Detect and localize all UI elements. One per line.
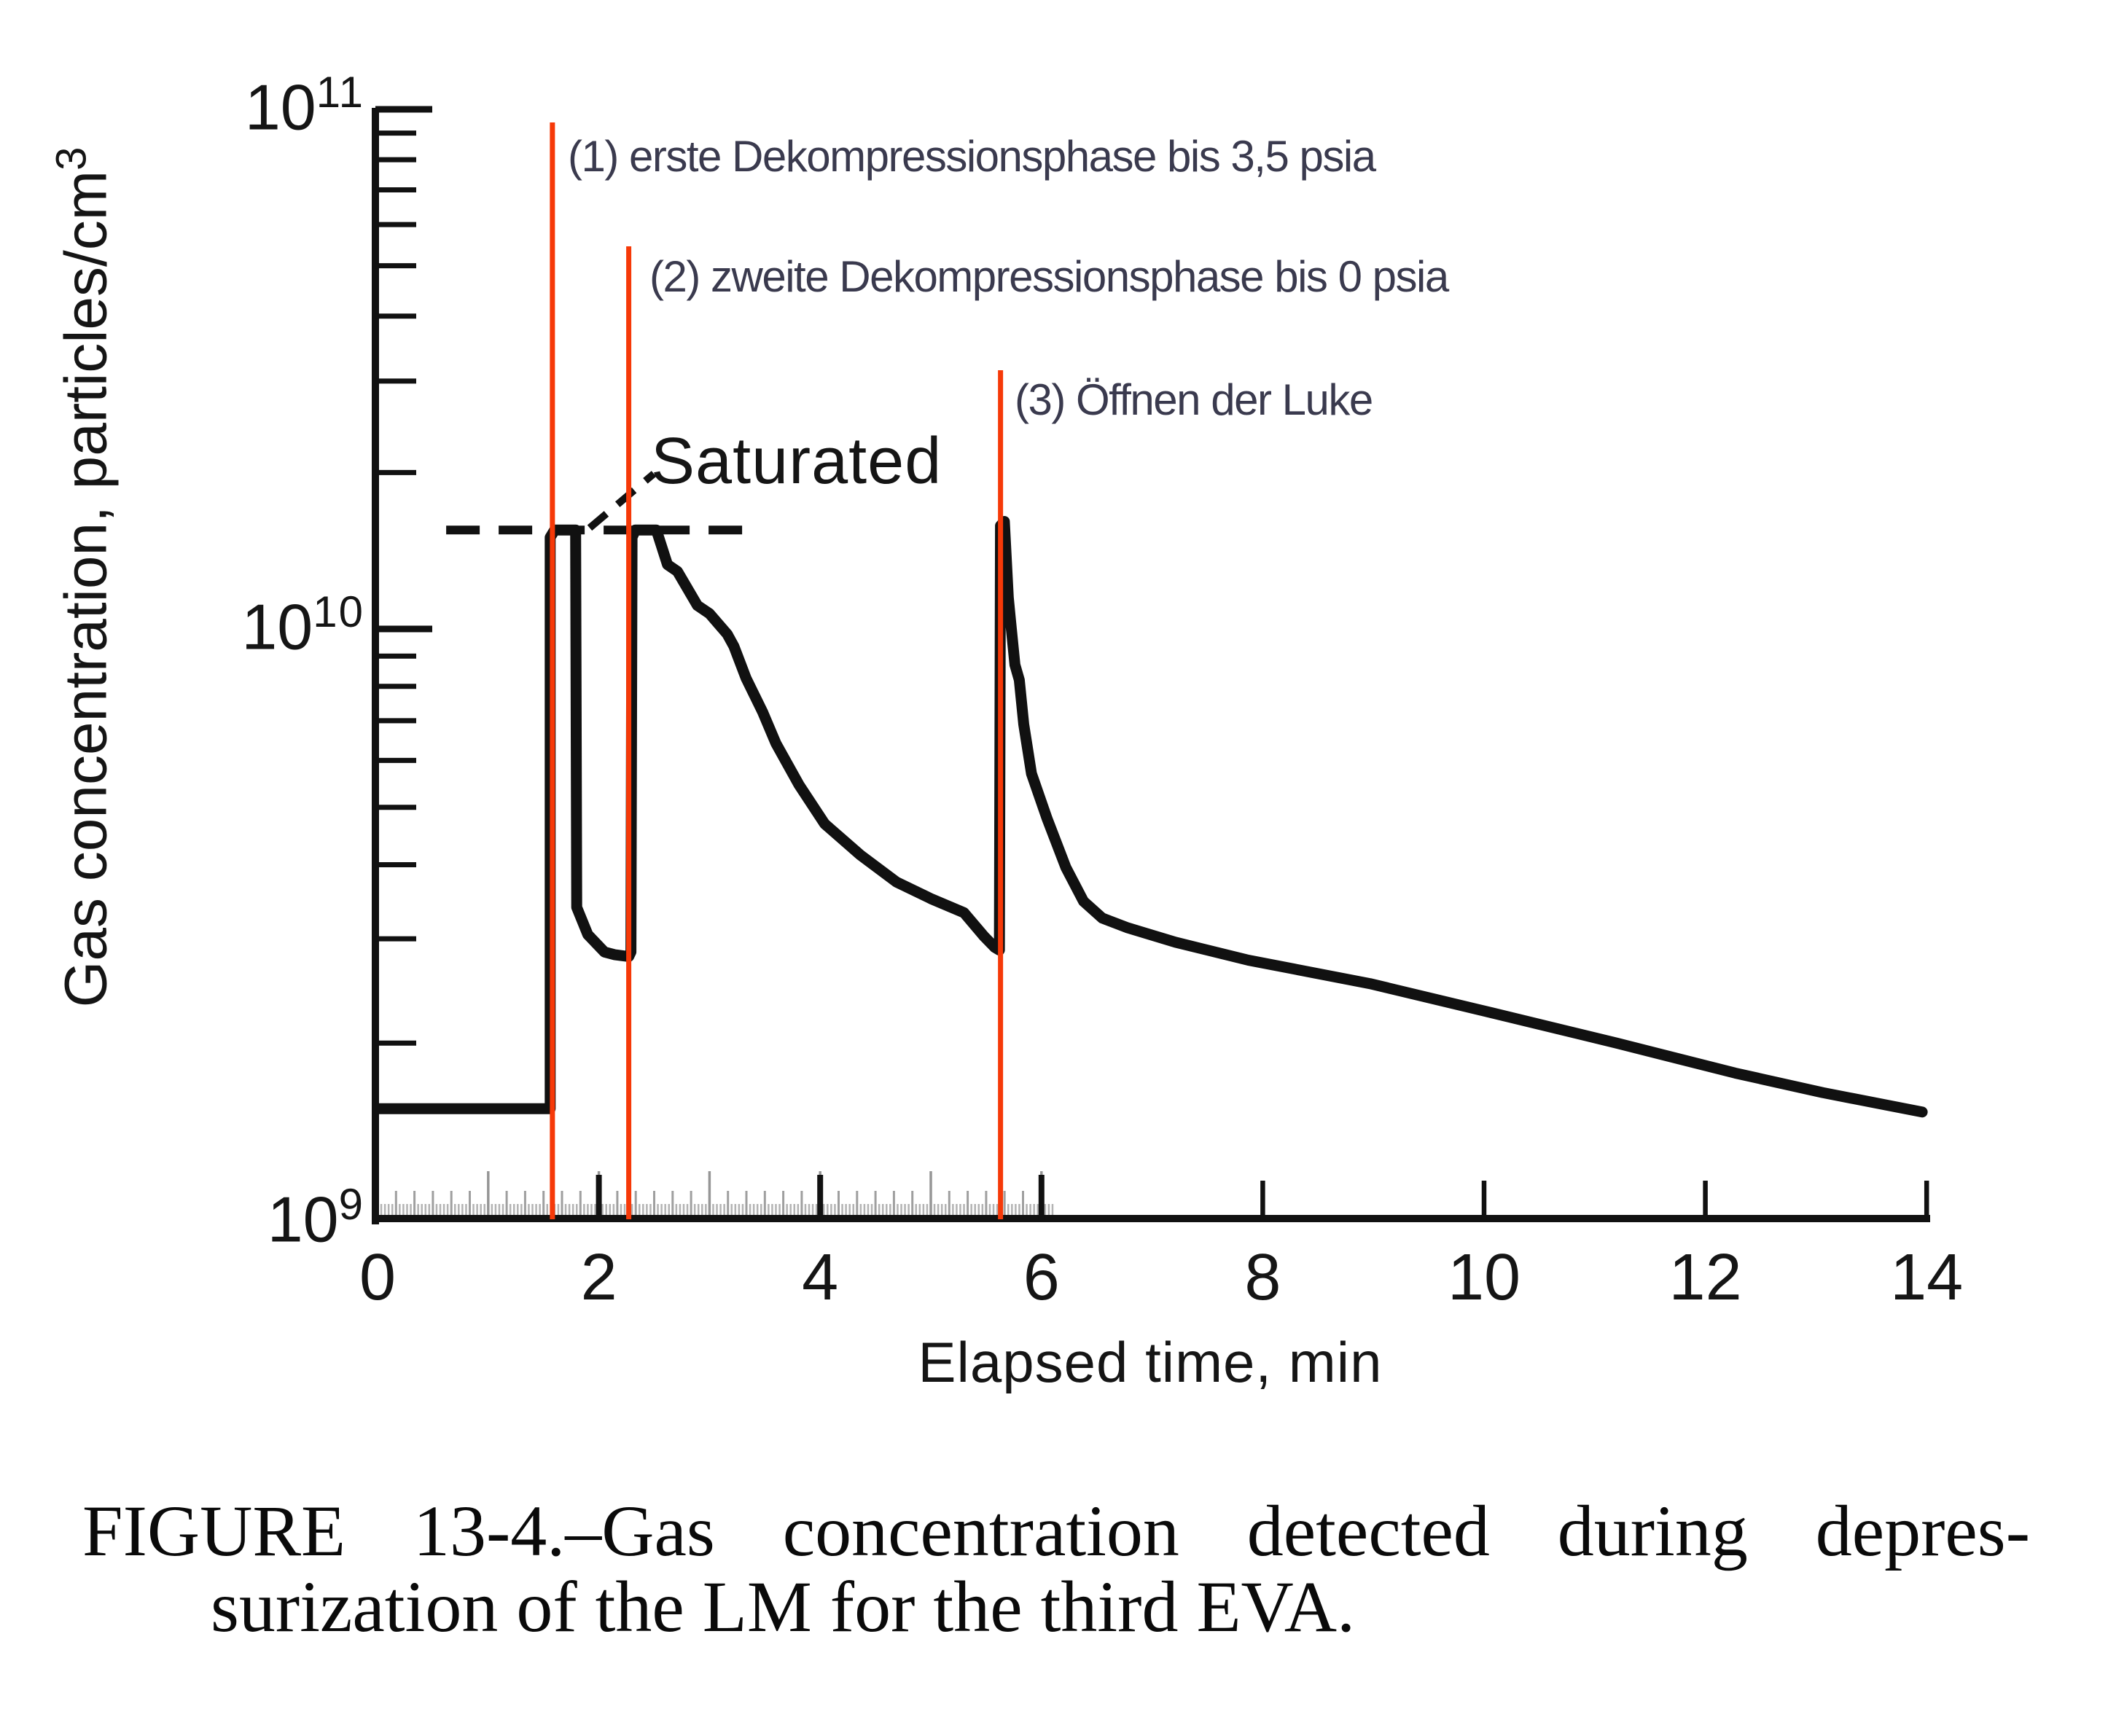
x-tick-label: 6: [1023, 1240, 1060, 1315]
saturated-leader-line: [587, 471, 657, 531]
event-label-1: (1) erste Dekompressionsphase bis 3,5 ps…: [568, 130, 1376, 183]
event-label-text: (2) zweite Dekompressionsphase bis 0 psi…: [649, 252, 1449, 301]
x-tick-label: 14: [1890, 1240, 1963, 1315]
y-decade-base: 10: [241, 590, 313, 663]
event-label-text: (1) erste Dekompressionsphase bis 3,5 ps…: [568, 132, 1376, 181]
x-tick-value: 14: [1890, 1241, 1964, 1314]
y-decade-label: 1010: [204, 587, 364, 664]
x-tick-value: 4: [802, 1241, 839, 1314]
x-tick-value: 0: [359, 1241, 397, 1314]
saturated-label: Saturated: [651, 425, 942, 498]
y-decade-label: 109: [204, 1179, 364, 1256]
x-tick-value: 12: [1668, 1241, 1742, 1314]
x-axis-title: Elapsed time, min: [918, 1330, 1383, 1394]
y-axis-title-exponent: 3: [47, 146, 95, 171]
y-decade-base: 10: [244, 71, 316, 144]
x-tick-value: 6: [1023, 1241, 1060, 1314]
y-decade-exponent: 10: [313, 587, 364, 636]
y-decade-exponent: 9: [338, 1180, 364, 1229]
x-tick-label: 4: [802, 1240, 838, 1315]
x-tick-label: 0: [359, 1240, 396, 1315]
x-tick-label: 12: [1669, 1240, 1742, 1315]
figure-caption-line2: surization of the LM for the third EVA.: [211, 1566, 1356, 1647]
event-label-text: (3) Öffnen der Luke: [1015, 375, 1373, 424]
event-label-3: (3) Öffnen der Luke: [1015, 374, 1373, 426]
y-decade-exponent: 11: [316, 68, 364, 117]
event-label-2: (2) zweite Dekompressionsphase bis 0 psi…: [649, 251, 1449, 303]
x-tick-value: 2: [580, 1241, 617, 1314]
gas-concentration-curve: [372, 516, 1928, 1118]
y-axis-title-text: Gas concentration, particles/cm: [52, 170, 120, 1008]
figure-caption-line1: FIGURE 13-4.–Gas concentration detected …: [82, 1490, 2030, 1571]
y-decade-base: 10: [267, 1183, 339, 1256]
y-axis-title: Gas concentration, particles/cm3: [47, 147, 120, 1008]
x-tick-value: 10: [1447, 1241, 1521, 1314]
x-tick-label: 10: [1448, 1240, 1521, 1315]
x-tick-value: 8: [1244, 1241, 1281, 1314]
x-tick-label: 2: [581, 1240, 617, 1315]
y-decade-label: 1011: [204, 67, 364, 144]
x-tick-label: 8: [1244, 1240, 1281, 1315]
